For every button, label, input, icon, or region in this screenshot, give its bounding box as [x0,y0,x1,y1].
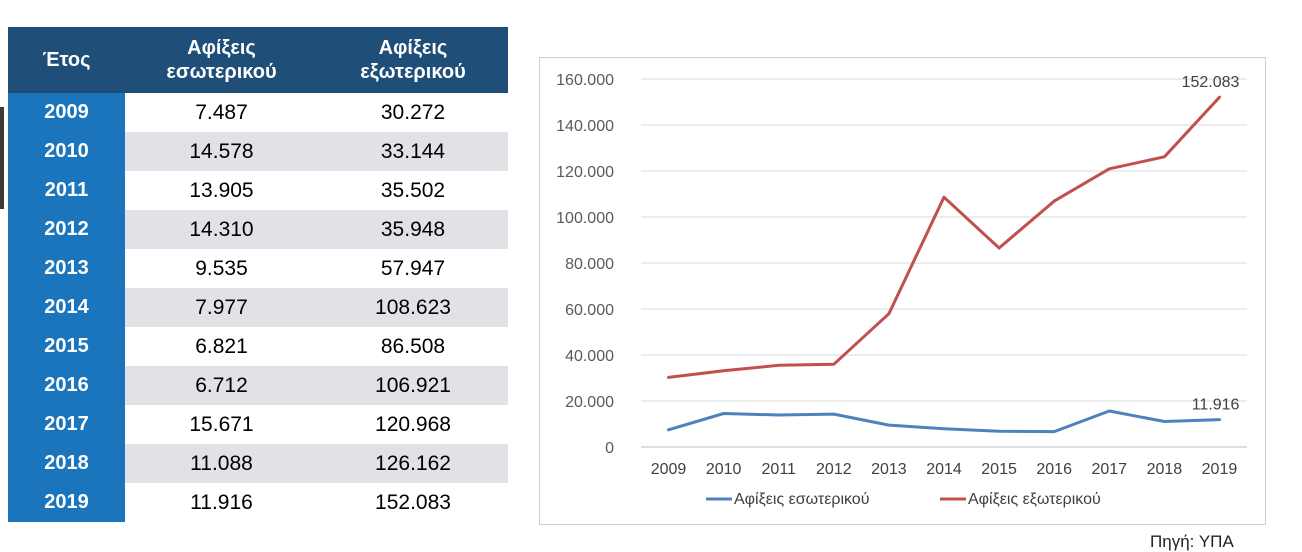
table-row: 2013 9.535 57.947 [8,249,508,288]
domestic-cell: 7.977 [125,288,318,327]
table-header-row: Έτος Αφίξεις εσωτερικού Αφίξεις εξωτερικ… [8,27,508,93]
year-cell: 2010 [8,132,125,171]
y-tick-label: 20.000 [565,394,614,411]
year-cell: 2017 [8,405,125,444]
foreign-cell: 120.968 [318,405,508,444]
table-row: 2017 15.671 120.968 [8,405,508,444]
header-foreign-line1: Αφίξεις [378,37,448,59]
year-cell: 2018 [8,444,125,483]
table-row: 2019 11.916 152.083 [8,483,508,522]
legend-label: Αφίξεις εξωτερικού [968,491,1101,508]
chart-frame: 0 20.000 40.000 60.000 80.000 100.000 120.000 1… [539,57,1266,525]
table-body: 2009 7.487 30.272 2010 14.578 33.144 2011 13.90… [8,93,508,522]
y-tick-label: 160.000 [556,72,614,89]
year-cell: 2012 [8,210,125,249]
year-cell: 2009 [8,93,125,132]
domestic-cell: 14.310 [125,210,318,249]
domestic-cell: 7.487 [125,93,318,132]
header-domestic: Αφίξεις εσωτερικού [125,27,318,93]
header-foreign-line2: εξωτερικού [360,61,466,83]
foreign-cell: 126.162 [318,444,508,483]
table-row: 2010 14.578 33.144 [8,132,508,171]
table-row: 2018 11.088 126.162 [8,444,508,483]
x-tick-label: 2015 [981,461,1017,478]
domestic-cell: 15.671 [125,405,318,444]
table-row: 2011 13.905 35.502 [8,171,508,210]
table-row: 2012 14.310 35.948 [8,210,508,249]
legend-label: Αφίξεις εσωτερικού [734,491,869,508]
year-cell: 2013 [8,249,125,288]
edge-mark [0,107,4,209]
x-tick-label: 2010 [706,461,742,478]
domestic-cell: 13.905 [125,171,318,210]
foreign-cell: 86.508 [318,327,508,366]
header-year: Έτος [8,27,125,93]
x-tick-label: 2009 [651,461,687,478]
series-line-domestic [667,409,1221,434]
series-line-foreign [667,95,1221,379]
header-domestic-line1: Αφίξεις [187,37,256,59]
data-label: 11.916 [1192,397,1240,414]
x-tick-label: 2014 [926,461,962,478]
header-foreign: Αφίξεις εξωτερικού [318,27,508,93]
domestic-cell: 14.578 [125,132,318,171]
foreign-cell: 35.502 [318,171,508,210]
year-cell: 2015 [8,327,125,366]
domestic-cell: 6.712 [125,366,318,405]
x-tick-label: 2018 [1147,461,1183,478]
domestic-cell: 9.535 [125,249,318,288]
x-tick-label: 2017 [1091,461,1127,478]
table-row: 2016 6.712 106.921 [8,366,508,405]
year-cell: 2016 [8,366,125,405]
y-tick-label: 80.000 [565,256,614,273]
y-tick-label: 40.000 [565,348,614,365]
y-tick-label: 0 [605,440,614,457]
foreign-cell: 106.921 [318,366,508,405]
header-domestic-line2: εσωτερικού [166,61,277,83]
domestic-cell: 6.821 [125,327,318,366]
year-cell: 2014 [8,288,125,327]
foreign-cell: 108.623 [318,288,508,327]
foreign-cell: 35.948 [318,210,508,249]
foreign-cell: 57.947 [318,249,508,288]
source-note: Πηγή: ΥΠΑ [1150,532,1234,551]
y-tick-label: 100.000 [556,210,614,227]
arrivals-table-container: Έτος Αφίξεις εσωτερικού Αφίξεις εξωτερικ… [8,27,508,522]
foreign-cell: 30.272 [318,93,508,132]
line-chart: 0 20.000 40.000 60.000 80.000 100.000 120.000 1… [556,72,1247,508]
domestic-cell: 11.916 [125,483,318,522]
foreign-cell: 33.144 [318,132,508,171]
y-tick-label: 60.000 [565,302,614,319]
x-tick-label: 2011 [762,461,797,478]
year-cell: 2011 [8,171,125,210]
domestic-cell: 11.088 [125,444,318,483]
foreign-cell: 152.083 [318,483,508,522]
y-tick-label: 140.000 [556,118,614,135]
table-row: 2009 7.487 30.272 [8,93,508,132]
x-tick-label: 2019 [1202,461,1238,478]
x-tick-label: 2012 [816,461,852,478]
x-tick-label: 2013 [871,461,907,478]
y-tick-label: 120.000 [556,164,614,181]
year-cell: 2019 [8,483,125,522]
table-row: 2014 7.977 108.623 [8,288,508,327]
table-row: 2015 6.821 86.508 [8,327,508,366]
arrivals-table: Έτος Αφίξεις εσωτερικού Αφίξεις εξωτερικ… [8,27,508,522]
x-tick-label: 2016 [1036,461,1072,478]
data-label: 152.083 [1182,74,1240,91]
